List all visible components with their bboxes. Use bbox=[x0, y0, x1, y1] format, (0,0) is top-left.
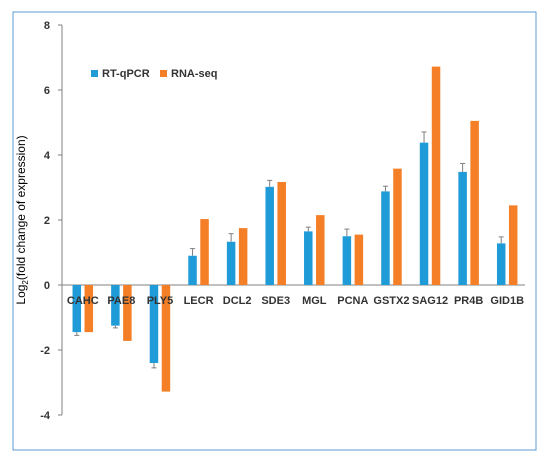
y-axis-title-prefix: Log bbox=[14, 285, 28, 305]
error-bar-ply5 bbox=[151, 363, 157, 369]
error-bar-sde3 bbox=[267, 179, 273, 187]
y-axis-title-suffix: (fold change of expression) bbox=[14, 135, 28, 280]
y-axis: -4 -2 0 2 4 6 8 bbox=[40, 20, 63, 422]
bar-rt-qpcr-cahc bbox=[72, 285, 82, 333]
y-tick-label: 6 bbox=[44, 85, 50, 97]
y-tick-label: -4 bbox=[40, 410, 51, 422]
bar-rt-qpcr-gid1b bbox=[496, 243, 506, 285]
bar-rna-seq-mgl bbox=[316, 215, 325, 285]
error-bar-gid1b bbox=[498, 236, 504, 244]
error-bar-sag12 bbox=[421, 131, 427, 143]
error-bars bbox=[74, 131, 504, 369]
error-bar-dcl2 bbox=[228, 233, 234, 242]
y-tick-label: -2 bbox=[40, 345, 50, 357]
legend-swatch-rna-seq bbox=[160, 70, 167, 77]
y-axis-title: Log2(fold change of expression) bbox=[14, 135, 30, 304]
error-bar-mgl bbox=[305, 226, 311, 232]
x-tick-label-pcna: PCNA bbox=[337, 295, 368, 307]
y-tick-label: 4 bbox=[44, 150, 51, 162]
bar-rna-seq-gstx2 bbox=[393, 168, 402, 285]
error-bar-cahc bbox=[74, 332, 80, 336]
bar-rt-qpcr-pcna bbox=[342, 236, 352, 285]
bar-rt-qpcr-mgl bbox=[304, 231, 313, 285]
y-axis-title-subscript: 2 bbox=[21, 280, 30, 285]
bar-rna-seq-cahc bbox=[84, 285, 94, 333]
x-tick-label-gstx2: GSTX2 bbox=[373, 295, 409, 307]
bar-rt-qpcr-ply5 bbox=[149, 285, 159, 363]
error-bar-gstx2 bbox=[382, 185, 388, 192]
bar-rt-qpcr-sag12 bbox=[419, 142, 429, 285]
bar-rna-seq-lecr bbox=[200, 219, 209, 285]
x-tick-label-dcl2: DCL2 bbox=[223, 295, 252, 307]
bar-rt-qpcr-pr4b bbox=[458, 171, 467, 285]
bar-rna-seq-pcna bbox=[354, 234, 364, 285]
chart-border bbox=[12, 11, 537, 451]
x-tick-label-lecr: LECR bbox=[184, 295, 214, 307]
x-tick-label-pae8: PAE8 bbox=[107, 295, 135, 307]
bar-rna-seq-dcl2 bbox=[238, 228, 248, 285]
bar-rt-qpcr-gstx2 bbox=[381, 191, 390, 285]
x-tick-label-mgl: MGL bbox=[302, 295, 327, 307]
legend-swatch-rt-qpcr bbox=[91, 70, 98, 77]
error-bar-pae8 bbox=[112, 325, 118, 329]
x-tick-label-gid1b: GID1B bbox=[490, 295, 524, 307]
error-bar-lecr bbox=[190, 248, 196, 256]
legend-label-rna-seq: RNA-seq bbox=[171, 68, 217, 80]
legend-label-rt-qpcr: RT-qPCR bbox=[102, 68, 150, 80]
x-tick-label-cahc: CAHC bbox=[67, 295, 99, 307]
category-labels: CAHC PAE8 PLY5 LECR DCL2 SDE3 MGL PCNA GSTX2 SAG1… bbox=[67, 295, 524, 307]
bar-rna-seq-sde3 bbox=[277, 181, 286, 285]
error-bar-pr4b bbox=[460, 162, 466, 172]
x-tick-label-pr4b: PR4B bbox=[454, 295, 483, 307]
bar-rt-qpcr-dcl2 bbox=[226, 241, 236, 285]
y-tick-label: 8 bbox=[44, 20, 50, 32]
bar-rna-seq-pr4b bbox=[470, 120, 479, 285]
bar-rt-qpcr-lecr bbox=[188, 255, 197, 285]
bars bbox=[72, 66, 518, 392]
x-tick-label-sde3: SDE3 bbox=[261, 295, 290, 307]
y-tick-label: 2 bbox=[44, 215, 50, 227]
bar-rt-qpcr-pae8 bbox=[111, 285, 120, 326]
bar-rna-seq-gid1b bbox=[508, 205, 518, 285]
error-bar-pcna bbox=[344, 228, 350, 237]
bar-rna-seq-ply5 bbox=[161, 285, 171, 392]
y-tick-label: 0 bbox=[44, 280, 50, 292]
legend: RT-qPCR RNA-seq bbox=[91, 68, 217, 80]
bar-rt-qpcr-sde3 bbox=[265, 186, 274, 285]
bar-rna-seq-pae8 bbox=[123, 285, 132, 341]
x-tick-label-sag12: SAG12 bbox=[412, 295, 448, 307]
x-tick-label-ply5: PLY5 bbox=[147, 295, 174, 307]
bar-rna-seq-sag12 bbox=[431, 66, 441, 285]
